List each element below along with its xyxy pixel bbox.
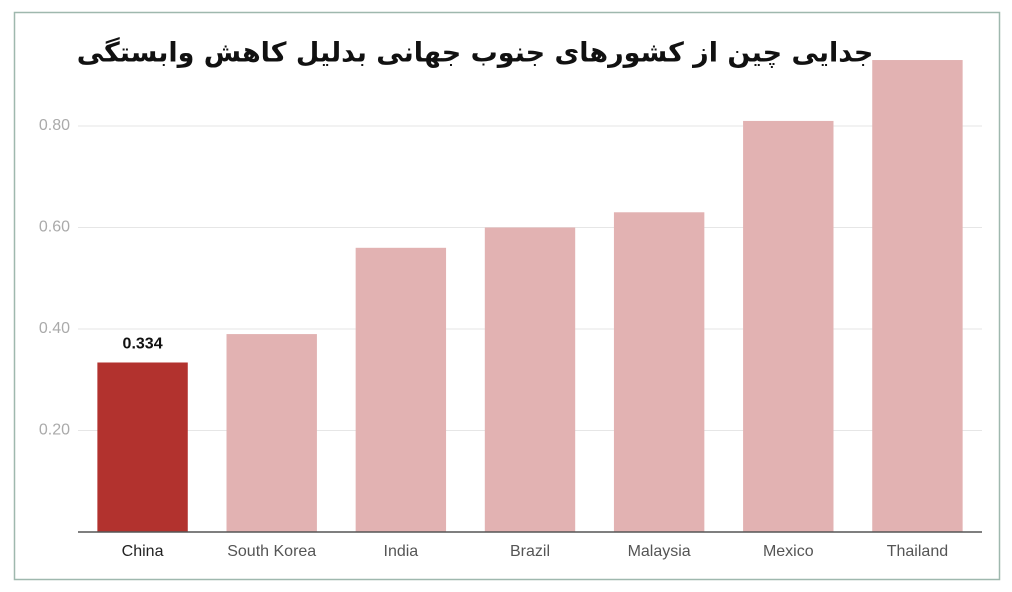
bar [226,334,317,532]
x-tick-label: Malaysia [628,543,691,560]
bar [613,212,705,532]
value-label: 0.334 [123,336,163,353]
y-tick-label: 0.60 [39,219,70,236]
bar [97,362,188,532]
x-tick-label: Thailand [887,543,948,560]
y-tick-label: 0.80 [39,117,70,134]
bar [484,227,576,532]
x-tick-label: India [384,543,419,560]
y-tick-label: 0.40 [39,320,70,337]
x-tick-label: Mexico [763,543,814,560]
y-tick-label: 0.20 [39,422,70,439]
bar [872,60,963,533]
x-tick-label: South Korea [227,543,316,560]
x-tick-label: Brazil [510,543,550,560]
bar [743,120,834,533]
bar [355,247,447,533]
x-tick-label: China [122,543,164,560]
chart-title: جدایی چین از کشورهای جنوب جهانی بدلیل کا… [77,37,874,69]
